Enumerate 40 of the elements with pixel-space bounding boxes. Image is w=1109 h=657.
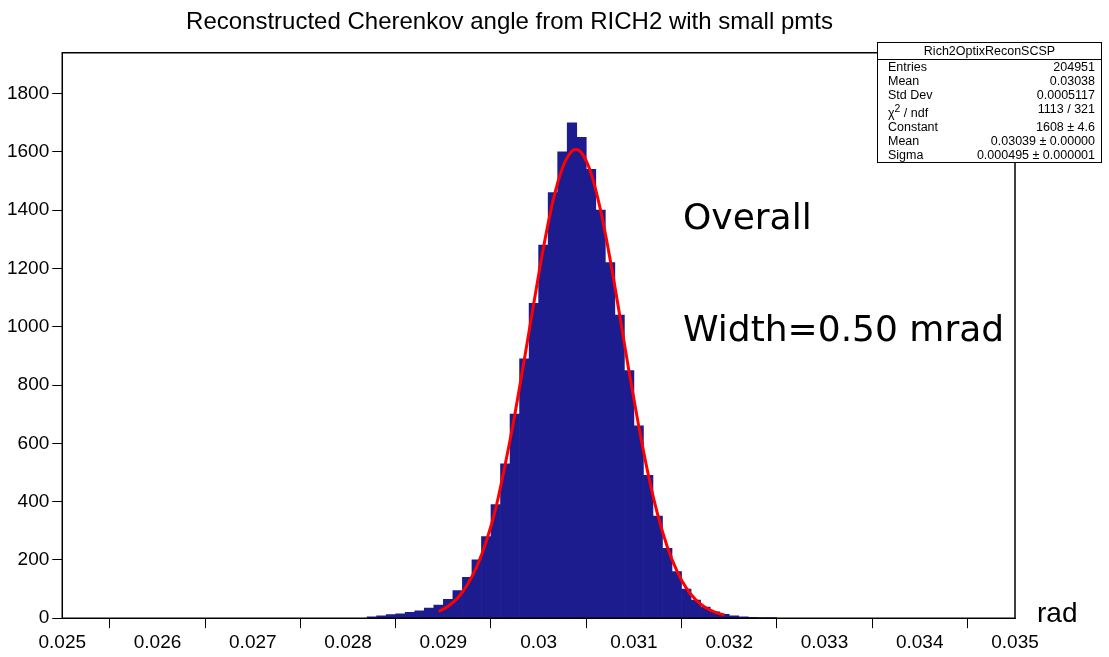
y-tick-label: 1200 (6, 256, 50, 278)
y-tick-label: 1600 (6, 140, 50, 162)
y-tick-label: 1800 (6, 81, 50, 103)
y-tick-label: 800 (17, 373, 50, 395)
text: 1608 ± 4.6 (1036, 120, 1095, 135)
x-tick-label: 0.03 (520, 630, 558, 652)
annotation: Mean (888, 134, 920, 149)
annotation: Entries (888, 60, 927, 74)
x-tick-label: 0.031 (610, 630, 658, 652)
y-tick-label: 1400 (6, 198, 50, 220)
x-axis-title: rad (1037, 596, 1078, 628)
x-tick-label: 0.027 (229, 630, 277, 652)
x-tick-label: 0.026 (133, 630, 182, 652)
annotation: Overall (683, 196, 812, 237)
annotation: Std Dev (888, 88, 933, 102)
y-tick-label: 400 (17, 489, 50, 511)
y-tick-label: 200 (17, 548, 50, 570)
annotation: χ$^{2}$ / ndf (888, 102, 929, 121)
x-tick-label: 0.035 (991, 630, 1039, 652)
annotation: Constant (888, 120, 939, 135)
annotation: Mean (888, 74, 920, 88)
x-tick-label: 0.029 (419, 630, 468, 652)
text: 0.0005117 (1036, 88, 1095, 102)
annotation: Rich2OptixReconSCSP (878, 43, 1101, 60)
annotation: Sigma (888, 148, 924, 163)
text: 0.03038 (1049, 74, 1095, 88)
annotation: Width=0.50 mrad (683, 308, 1005, 349)
chart-title: Reconstructed Cherenkov angle from RICH2 with small pmts (186, 7, 833, 35)
y-tick-label: 0 (38, 606, 50, 628)
y-tick-label: 1000 (6, 314, 50, 336)
x-tick-label: 0.025 (38, 630, 87, 652)
x-tick-label: 0.032 (705, 630, 753, 652)
annotation: 0.000495 ± 0.000001 (976, 148, 1095, 163)
x-tick-label: 0.034 (895, 630, 944, 652)
y-tick-label: 600 (17, 431, 50, 453)
x-tick-label: 0.033 (800, 630, 849, 652)
text: 204951 (1053, 60, 1095, 74)
text: 1113 / 321 (1037, 102, 1095, 118)
annotation: 0.03039 ± 0.00000 (990, 134, 1095, 149)
x-tick-label: 0.028 (324, 630, 372, 652)
